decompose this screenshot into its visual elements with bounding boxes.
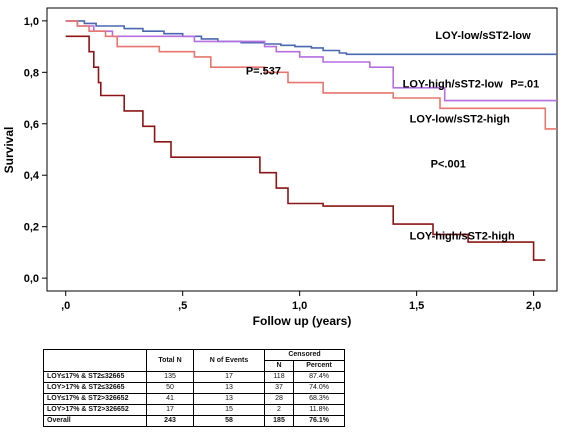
- x-tick-label: ,0: [61, 300, 70, 312]
- chart-labels: LOY-low/sST2-low LOY-high/sST2-low LOY-low…: [246, 30, 539, 243]
- x-axis-ticks: ,0 ,5 1,0 1,5 2,0: [61, 291, 541, 312]
- row-events: 15: [193, 404, 265, 416]
- y-tick-label: 0,8: [24, 67, 39, 79]
- table-row: LOY>17% & ST2>326652 17 15 2 11.8%: [43, 404, 345, 416]
- row-censored-percent: 68.3%: [293, 393, 345, 405]
- series-label-lg1: LOY-low/sST2-low: [435, 30, 531, 42]
- y-tick-label: 0,6: [24, 119, 39, 131]
- row-events: 17: [193, 371, 265, 383]
- header-n: N: [263, 360, 295, 372]
- row-label: LOY≤17% & ST2>326652: [43, 393, 147, 405]
- row-label: LOY≤17% & ST2≤32665: [43, 371, 147, 383]
- y-axis-ticks: 0,0 0,2 0,4 0,6 0,8 1,0: [24, 16, 47, 285]
- row-events: 58: [193, 415, 265, 427]
- table-row: LOY>17% & ST2≤32665 50 13 37 74.0%: [43, 382, 345, 394]
- y-tick-label: 0,4: [24, 170, 40, 182]
- y-tick-label: 0,2: [24, 222, 39, 234]
- table-row: LOY≤17% & ST2>326652 41 13 28 68.3%: [43, 393, 345, 405]
- row-total: 41: [145, 393, 195, 405]
- header-censored: Censored: [263, 349, 346, 361]
- series-line-loy-high-sst2-high: [65, 35, 546, 261]
- row-censored-n: 37: [263, 382, 295, 394]
- row-censored-percent: 76.1%: [293, 415, 345, 427]
- row-censored-percent: 87.4%: [293, 371, 345, 383]
- series-line-loy-high-sst2-low: [65, 20, 557, 102]
- series-label-lg3: LOY-low/sST2-high: [410, 114, 511, 126]
- x-tick-label: 2,0: [526, 300, 541, 312]
- series-label-lg2: LOY-high/sST2-low: [403, 78, 504, 90]
- header-percent: Percent: [293, 360, 345, 372]
- x-tick-label: ,5: [178, 300, 187, 312]
- x-tick-label: 1,5: [409, 300, 424, 312]
- table-row: LOY≤17% & ST2≤32665 135 17 118 87.4%: [43, 371, 345, 383]
- x-axis-label: Follow up (years): [253, 314, 352, 328]
- header-blank: [43, 349, 147, 372]
- row-label: LOY>17% & ST2≤32665: [43, 382, 147, 394]
- row-censored-percent: 74.0%: [293, 382, 345, 394]
- row-total: 135: [145, 371, 195, 383]
- survival-curves: [65, 20, 557, 261]
- censoring-table: Total N N of Events Censored N Percent L…: [43, 349, 346, 427]
- series-label-lg4: LOY-high/sST2-high: [410, 231, 515, 243]
- row-censored-n: 118: [263, 371, 295, 383]
- table-row-overall: Overall 243 58 185 76.1%: [43, 415, 345, 427]
- row-censored-n: 185: [263, 415, 295, 427]
- x-tick-label: 1,0: [292, 300, 307, 312]
- row-label: LOY>17% & ST2>326652: [43, 404, 147, 416]
- y-tick-label: 1,0: [24, 16, 39, 28]
- series-line-loy-low-sst2-high: [65, 20, 557, 130]
- row-label: Overall: [43, 415, 147, 427]
- row-total: 243: [145, 415, 195, 427]
- plot-frame: [46, 7, 558, 292]
- p-value-p3: P<.001: [431, 159, 466, 171]
- p-value-p1: P=.537: [246, 65, 281, 77]
- p-value-p2: P=.01: [510, 78, 539, 90]
- row-censored-percent: 11.8%: [293, 404, 345, 416]
- row-total: 17: [145, 404, 195, 416]
- row-total: 50: [145, 382, 195, 394]
- row-censored-n: 28: [263, 393, 295, 405]
- row-events: 13: [193, 382, 265, 394]
- header-events: N of Events: [193, 349, 265, 372]
- survival-chart: 0,0 0,2 0,4 0,6 0,8 1,0 ,0 ,5 1,0 1,5 2,0 LOY-low…: [2, 7, 558, 328]
- header-total-n: Total N: [145, 349, 195, 372]
- y-axis-label: Survival: [2, 127, 16, 174]
- row-events: 13: [193, 393, 265, 405]
- row-censored-n: 2: [263, 404, 295, 416]
- y-tick-label: 0,0: [24, 273, 39, 285]
